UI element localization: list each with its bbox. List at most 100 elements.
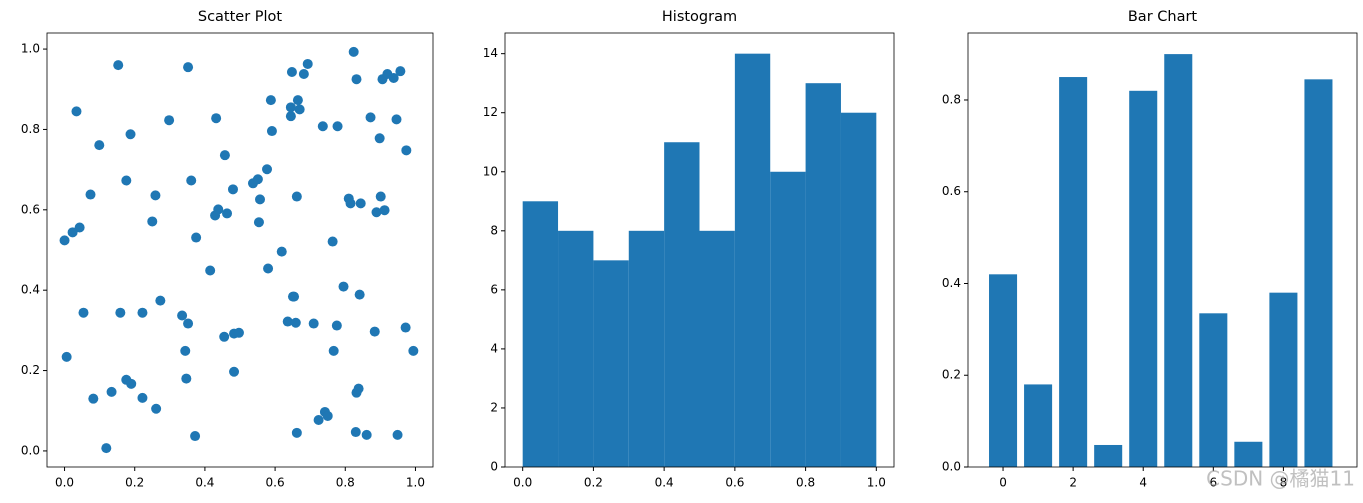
histogram-bar: [593, 260, 629, 467]
subplot: Scatter Plot 0.0 0.2 0.4 0.6 0.8 1.0 0.0 0.2 0.4 0…: [21, 9, 434, 490]
y-tick-label: 0.2: [21, 363, 40, 377]
point: [59, 235, 70, 246]
subplot-title: Scatter Plot: [198, 9, 283, 25]
point: [266, 126, 277, 137]
point: [151, 403, 162, 414]
point: [351, 74, 362, 85]
point: [265, 95, 276, 106]
bar: [1024, 384, 1053, 467]
point: [191, 232, 202, 243]
y-tick-label: 0.4: [21, 283, 40, 297]
point: [233, 327, 244, 338]
point: [219, 331, 230, 342]
y-tick-label: 0.2: [942, 368, 961, 382]
histogram-bar: [840, 112, 877, 467]
point: [222, 208, 233, 219]
histogram-bar: [558, 230, 594, 467]
x-tick-label: 0.4: [195, 476, 214, 490]
point: [137, 392, 148, 403]
x-tick-label: 4: [1139, 476, 1147, 490]
y-tick-label: 4: [490, 341, 498, 355]
point: [365, 112, 376, 123]
x-tick-label: 0.0: [513, 476, 532, 490]
histogram-bar: [628, 230, 665, 467]
subplot: Bar Chart 0 2 4 6 8 0.0 0.2 0.4 0.6 0.8: [942, 9, 1358, 490]
x-tick-label: 0.6: [266, 476, 285, 490]
y-tick-label: 12: [483, 105, 498, 119]
x-tick-label: 0.2: [125, 476, 144, 490]
point: [113, 60, 124, 71]
point: [74, 222, 85, 233]
bar: [989, 274, 1018, 467]
point: [401, 145, 412, 156]
histogram-bar: [699, 230, 735, 467]
point: [205, 265, 216, 276]
point: [71, 106, 82, 117]
point: [395, 66, 406, 77]
point: [332, 121, 343, 132]
point: [408, 345, 419, 356]
point: [186, 175, 197, 186]
point: [308, 318, 319, 329]
point: [355, 198, 366, 209]
histogram-bar: [522, 201, 559, 468]
x-tick-label: 1.0: [867, 476, 886, 490]
x-tick-label: 0.8: [336, 476, 355, 490]
point: [388, 73, 399, 84]
point: [183, 318, 194, 329]
x-tick-label: 0.4: [655, 476, 674, 490]
point: [327, 236, 338, 247]
point: [177, 310, 188, 321]
x-tick-label: 8: [1280, 476, 1288, 490]
point: [298, 68, 309, 79]
point: [379, 205, 390, 216]
point: [106, 386, 117, 397]
y-tick-label: 0.4: [942, 276, 961, 290]
y-tick-label: 6: [490, 282, 498, 296]
point: [125, 129, 136, 140]
point: [219, 150, 230, 161]
y-tick-label: 0.0: [21, 443, 40, 457]
point: [286, 66, 297, 77]
y-tick-label: 0: [490, 460, 498, 474]
watermark: CSDN @橘猫11: [1206, 467, 1355, 491]
point: [285, 111, 296, 122]
y-tick-label: 0.8: [942, 92, 961, 106]
point: [227, 184, 238, 195]
bar: [1199, 313, 1228, 467]
point: [317, 121, 328, 132]
point: [369, 326, 380, 337]
point: [313, 414, 324, 425]
point: [291, 427, 302, 438]
point: [350, 427, 361, 438]
bar: [1304, 79, 1333, 467]
point: [391, 114, 402, 125]
x-tick-label: 0.0: [55, 476, 74, 490]
bar: [1234, 441, 1263, 467]
x-tick-label: 0.2: [584, 476, 603, 490]
axes-frame: [967, 32, 1358, 468]
point: [353, 383, 364, 394]
x-tick-label: 1.0: [406, 476, 425, 490]
subplot-title: Bar Chart: [1128, 9, 1198, 25]
point: [292, 95, 303, 106]
point: [290, 317, 301, 328]
point: [101, 443, 112, 454]
x-tick-label: 0.8: [796, 476, 815, 490]
point: [85, 189, 96, 200]
point: [181, 373, 192, 384]
x-tick-label: 6: [1209, 476, 1217, 490]
subplot-title: Histogram: [662, 9, 737, 25]
point: [150, 190, 161, 201]
point: [374, 133, 385, 144]
point: [375, 191, 386, 202]
histogram-bar: [805, 83, 841, 467]
bar: [1059, 77, 1088, 467]
point: [345, 198, 356, 209]
point: [61, 351, 72, 362]
point: [115, 307, 126, 318]
point: [392, 429, 403, 440]
y-tick-label: 10: [483, 164, 498, 178]
bar: [1094, 444, 1123, 467]
